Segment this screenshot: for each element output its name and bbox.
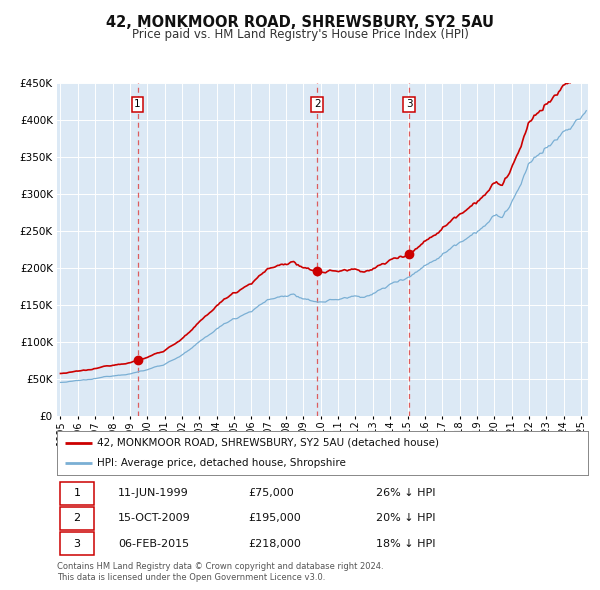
- Text: 1: 1: [134, 99, 141, 109]
- Text: £218,000: £218,000: [248, 539, 301, 549]
- Text: 1: 1: [73, 488, 80, 498]
- Text: 26% ↓ HPI: 26% ↓ HPI: [376, 488, 435, 498]
- Text: 3: 3: [73, 539, 80, 549]
- Text: HPI: Average price, detached house, Shropshire: HPI: Average price, detached house, Shro…: [97, 458, 346, 468]
- FancyBboxPatch shape: [59, 532, 94, 555]
- Text: 06-FEB-2015: 06-FEB-2015: [118, 539, 189, 549]
- Text: 3: 3: [406, 99, 413, 109]
- Text: 18% ↓ HPI: 18% ↓ HPI: [376, 539, 435, 549]
- Text: 11-JUN-1999: 11-JUN-1999: [118, 488, 189, 498]
- Text: Contains HM Land Registry data © Crown copyright and database right 2024.
This d: Contains HM Land Registry data © Crown c…: [57, 562, 383, 582]
- Text: £195,000: £195,000: [248, 513, 301, 523]
- FancyBboxPatch shape: [59, 507, 94, 530]
- Text: 15-OCT-2009: 15-OCT-2009: [118, 513, 191, 523]
- Text: 2: 2: [73, 513, 80, 523]
- Text: 2: 2: [314, 99, 320, 109]
- Text: £75,000: £75,000: [248, 488, 294, 498]
- Text: 20% ↓ HPI: 20% ↓ HPI: [376, 513, 435, 523]
- Text: 42, MONKMOOR ROAD, SHREWSBURY, SY2 5AU: 42, MONKMOOR ROAD, SHREWSBURY, SY2 5AU: [106, 15, 494, 30]
- Text: 42, MONKMOOR ROAD, SHREWSBURY, SY2 5AU (detached house): 42, MONKMOOR ROAD, SHREWSBURY, SY2 5AU (…: [97, 438, 439, 448]
- Text: Price paid vs. HM Land Registry's House Price Index (HPI): Price paid vs. HM Land Registry's House …: [131, 28, 469, 41]
- FancyBboxPatch shape: [59, 481, 94, 504]
